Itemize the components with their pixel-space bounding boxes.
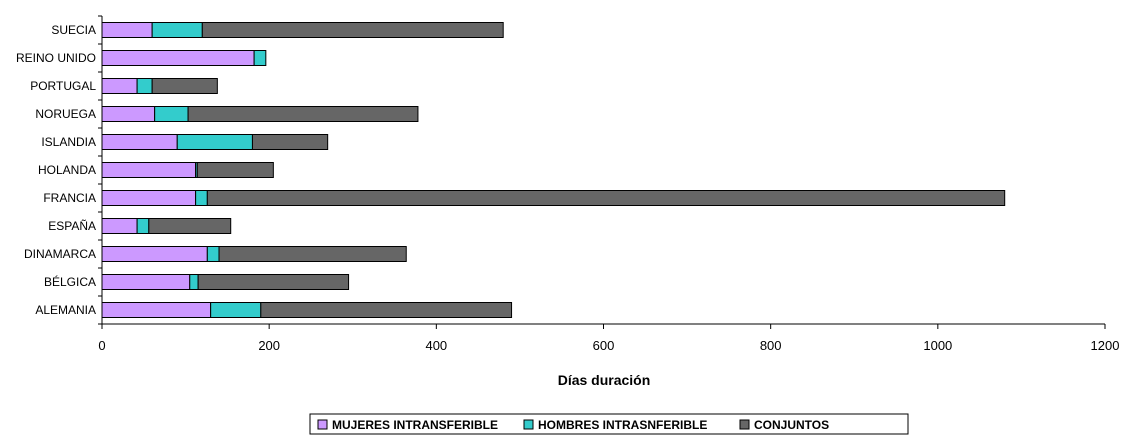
bar-españa-series-0	[101, 218, 138, 234]
bar-francia-series-2	[206, 190, 1006, 206]
category-label: PORTUGAL	[30, 79, 96, 93]
bar-noruega-series-2	[187, 106, 419, 122]
bar-alemania-series-2	[260, 302, 513, 318]
category-label: SUECIA	[51, 23, 96, 37]
bar-francia-series-1	[195, 190, 208, 206]
bar-francia-series-0	[101, 190, 197, 206]
bar-alemania-series-0	[101, 302, 212, 318]
bar-noruega-series-0	[101, 106, 156, 122]
bar-islandia-series-0	[101, 134, 178, 150]
x-tick-label: 1000	[923, 338, 952, 353]
legend: MUJERES INTRANSFERIBLE HOMBRES INTRASNFER…	[309, 413, 909, 435]
category-label: ALEMANIA	[35, 303, 96, 317]
x-tick-label: 600	[593, 338, 615, 353]
bar-islandia-series-2	[251, 134, 329, 150]
x-tick-label: 0	[98, 338, 105, 353]
bars-group	[101, 22, 1006, 318]
legend-box	[309, 413, 909, 435]
bar-holanda-series-2	[196, 162, 274, 178]
legend-label: MUJERES INTRANSFERIBLE	[332, 418, 498, 432]
bar-suecia-series-0	[101, 22, 153, 38]
axes-group: SUECIA REINO UNIDO PORTUGAL NORUEGA ISLANDIA…	[16, 15, 1120, 353]
legend-label: HOMBRES INTRASNFERIBLE	[538, 418, 707, 432]
x-tick-label: 200	[258, 338, 280, 353]
bar-bélgica-series-2	[197, 274, 350, 290]
bar-bélgica-series-1	[189, 274, 199, 290]
bar-suecia-series-2	[201, 22, 504, 38]
bar-dinamarca-series-2	[218, 246, 407, 262]
bar-dinamarca-series-1	[206, 246, 220, 262]
category-label: ESPAÑA	[48, 219, 96, 233]
x-tick-label: 400	[425, 338, 447, 353]
bar-islandia-series-1	[176, 134, 253, 150]
bar-españa-series-2	[148, 218, 232, 234]
bar-españa-series-1	[136, 218, 150, 234]
category-label: FRANCIA	[43, 191, 96, 205]
legend-swatch	[317, 419, 328, 430]
x-tick-label: 1200	[1091, 338, 1120, 353]
x-axis-label: Días duración	[558, 372, 651, 388]
category-label: HOLANDA	[38, 163, 96, 177]
category-label: REINO UNIDO	[16, 51, 96, 65]
category-label: ISLANDIA	[41, 135, 96, 149]
bar-suecia-series-1	[151, 22, 203, 38]
bar-alemania-series-1	[210, 302, 262, 318]
legend-label: CONJUNTOS	[754, 418, 829, 432]
bar-noruega-series-1	[154, 106, 189, 122]
category-label: DINAMARCA	[24, 247, 96, 261]
bar-dinamarca-series-0	[101, 246, 208, 262]
bar-portugal-series-1	[136, 78, 153, 94]
bar-holanda-series-0	[101, 162, 197, 178]
category-label: NORUEGA	[35, 107, 96, 121]
bar-reino-unido-series-0	[101, 50, 255, 66]
bar-reino-unido-series-1	[253, 50, 267, 66]
legend-swatch	[523, 419, 534, 430]
bar-portugal-series-2	[151, 78, 218, 94]
legend-swatch	[739, 419, 750, 430]
category-label: BÉLGICA	[44, 274, 96, 289]
x-tick-label: 800	[760, 338, 782, 353]
bar-portugal-series-0	[101, 78, 138, 94]
bar-bélgica-series-0	[101, 274, 191, 290]
